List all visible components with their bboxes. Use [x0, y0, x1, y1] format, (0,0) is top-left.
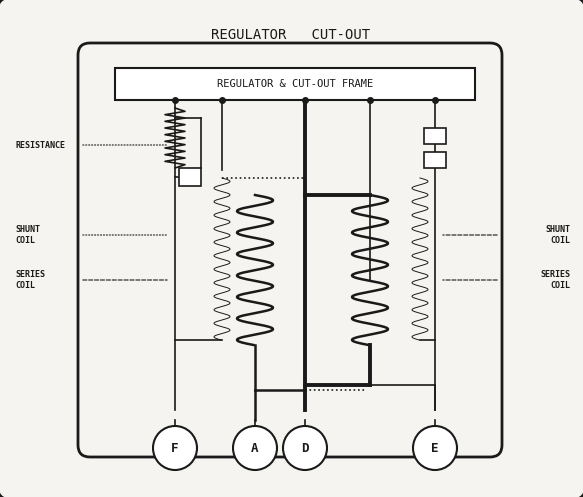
- Text: REGULATOR   CUT-OUT: REGULATOR CUT-OUT: [212, 28, 371, 42]
- Text: A: A: [251, 441, 259, 454]
- Bar: [115, 68, 475, 100]
- Circle shape: [413, 426, 457, 470]
- Text: D: D: [301, 441, 309, 454]
- Text: RESISTANCE: RESISTANCE: [15, 141, 65, 150]
- Text: SERIES
COIL: SERIES COIL: [15, 270, 45, 290]
- Text: SERIES
COIL: SERIES COIL: [540, 270, 570, 290]
- FancyBboxPatch shape: [78, 43, 502, 457]
- Text: E: E: [431, 441, 439, 454]
- Circle shape: [233, 426, 277, 470]
- Text: F: F: [171, 441, 179, 454]
- Bar: [179, 168, 201, 186]
- Circle shape: [283, 426, 327, 470]
- Text: SHUNT
COIL: SHUNT COIL: [545, 225, 570, 245]
- Circle shape: [153, 426, 197, 470]
- Bar: [424, 152, 446, 168]
- Text: SHUNT
COIL: SHUNT COIL: [15, 225, 40, 245]
- Text: REGULATOR & CUT-OUT FRAME: REGULATOR & CUT-OUT FRAME: [217, 79, 373, 89]
- Bar: [424, 128, 446, 144]
